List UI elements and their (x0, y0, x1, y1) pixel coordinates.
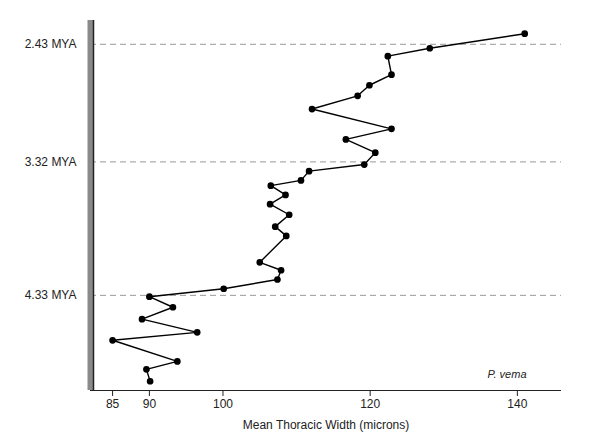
svg-text:3.32 MYA: 3.32 MYA (25, 155, 77, 169)
svg-text:Mean Thoracic Width (microns): Mean Thoracic Width (microns) (243, 418, 410, 432)
svg-text:85: 85 (106, 397, 120, 411)
svg-text:120: 120 (360, 397, 380, 411)
svg-text:2.43 MYA: 2.43 MYA (25, 37, 77, 51)
svg-text:P. vema: P. vema (488, 368, 527, 380)
svg-text:100: 100 (213, 397, 233, 411)
svg-text:140: 140 (507, 397, 527, 411)
svg-text:90: 90 (143, 397, 157, 411)
svg-text:4.33 MYA: 4.33 MYA (25, 288, 77, 302)
